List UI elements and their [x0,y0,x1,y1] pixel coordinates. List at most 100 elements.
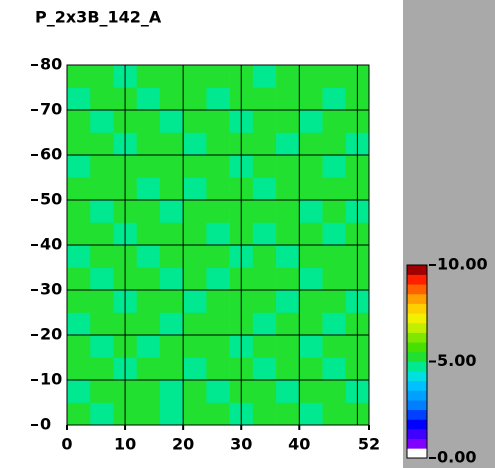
heatmap-cell [159,335,184,358]
heatmap-cell [183,267,207,291]
heatmap-cell [90,132,114,156]
heatmap-cell [159,380,184,403]
heatmap-cell [159,65,184,88]
colorbar-segment [407,322,427,333]
colorbar-tick-label: 10.00 [437,255,488,274]
heatmap-cell [276,155,300,178]
heatmap-cell [276,267,300,291]
heatmap-cell [299,87,323,111]
heatmap-cell [90,357,114,381]
heatmap-cell [206,402,230,426]
heatmap-cell [252,110,277,133]
heatmap-cell [322,110,347,133]
heatmap-cell [183,110,207,133]
heatmap-cell [276,335,300,358]
x-tick-label: 20 [172,435,194,454]
heatmap-cell [183,200,207,223]
heatmap-cell [276,290,300,313]
heatmap-cell [252,132,277,156]
heatmap-cell [299,380,323,403]
heatmap-cell [136,155,161,178]
heatmap-cell [90,380,114,403]
heatmap-cell [322,335,347,358]
heatmap-cell [276,357,300,381]
colorbar-segment [407,293,427,304]
heatmap-cell [159,177,184,201]
heatmap-cell [206,65,230,88]
heatmap-cell [159,357,184,381]
plot-border [66,64,370,426]
heatmap-cell [206,200,230,223]
heatmap-cell [299,267,323,291]
heatmap-cell [136,200,161,223]
heatmap-cell [136,110,161,133]
heatmap-cell [299,357,323,381]
heatmap-cell [299,290,323,313]
colorbar-segment [407,342,427,353]
heatmap-cell [159,110,184,133]
heatmap-cell [67,132,91,156]
heatmap-cell [322,245,347,268]
heatmap-cell [90,155,114,178]
heatmap-cell [252,312,277,336]
heatmap-cell [183,65,207,88]
heatmap-cell [159,290,184,313]
heatmap-cell [159,200,184,223]
heatmap-cell [299,200,323,223]
heatmap-cell [183,222,207,246]
y-tick-label: 30 [40,280,62,299]
colorbar-segment [407,448,427,459]
y-tick-label: 50 [40,190,62,209]
heatmap-cell [90,87,114,111]
heatmap-cell [136,65,161,88]
heatmap-cell [159,87,184,111]
heatmap-cell [276,177,300,201]
heatmap-cell [159,132,184,156]
heatmap-cell [136,290,161,313]
heatmap-cell [276,312,300,336]
heatmap-cell [299,312,323,336]
heatmap-cell [206,245,230,268]
heatmap-cell [322,132,347,156]
heatmap-cell [136,267,161,291]
heatmap-cell [276,110,300,133]
colorbar-segment [407,284,427,295]
colorbar-segment [407,313,427,324]
heatmap-cell [252,380,277,403]
heatmap-cell [206,177,230,201]
heatmap-cell [299,65,323,88]
heatmap-cell [90,245,114,268]
heatmap-cell [206,222,230,246]
heatmap-cell [136,335,161,358]
heatmap-cell [67,200,91,223]
heatmap-cell [252,290,277,313]
heatmap-cell [90,110,114,133]
heatmap-cell [67,222,91,246]
heatmap-cell [90,267,114,291]
colorbar-segment [407,438,427,449]
heatmap-cell [183,312,207,336]
colorbar-tick-label: 0.00 [437,448,476,467]
heatmap-cell [322,177,347,201]
heatmap-cell [67,335,91,358]
heatmap-cell [299,132,323,156]
heatmap-cell [183,357,207,381]
heatmap-cell [67,87,91,111]
heatmap-cell [206,132,230,156]
y-tick-label: 70 [40,100,62,119]
heatmap-cell [322,155,347,178]
heatmap-cell [252,87,277,111]
heatmap-cell [183,335,207,358]
y-tick-label: 40 [40,235,62,254]
y-tick-label: 10 [40,370,62,389]
colorbar-segment [407,303,427,314]
heatmap-cell [159,312,184,336]
heatmap-cell [183,87,207,111]
heatmap-cell [252,267,277,291]
heatmap-cell [90,222,114,246]
heatmap-cell [206,155,230,178]
heatmap-cell [183,132,207,156]
x-tick-label: 0 [61,435,72,454]
heatmap-cell [322,380,347,403]
